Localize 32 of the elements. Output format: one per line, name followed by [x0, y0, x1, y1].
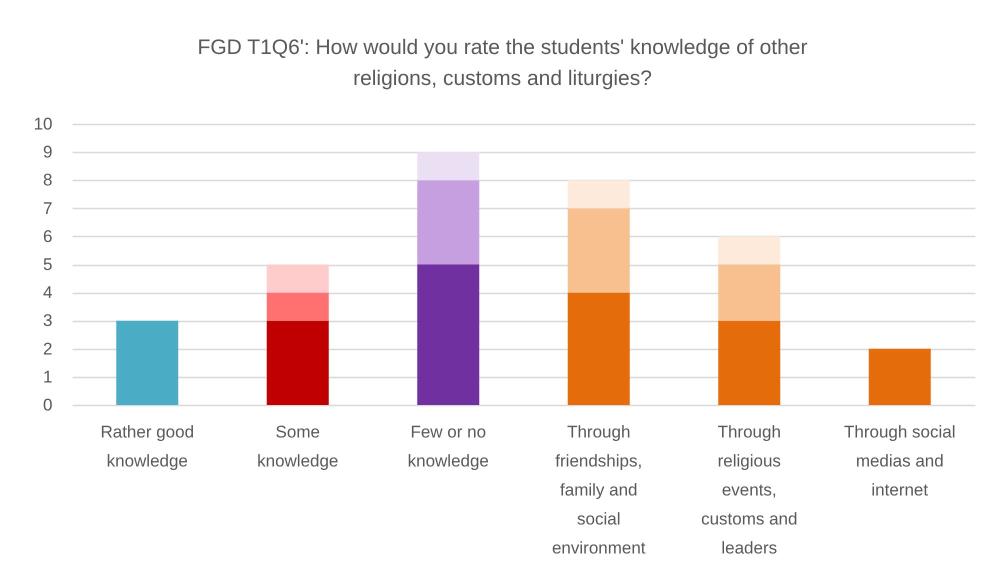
bar	[568, 180, 630, 208]
x-tick-label: Rather good knowledge	[100, 422, 194, 470]
bar	[568, 292, 630, 405]
y-tick-label: 9	[43, 142, 52, 162]
bar	[718, 320, 780, 405]
bar	[868, 348, 931, 405]
chart-title: FGD T1Q6': How would you rate the students' knowledge of other religions, customs and liturgies?	[198, 36, 808, 90]
bar	[718, 236, 780, 264]
y-tick-label: 6	[43, 226, 52, 246]
bar	[568, 208, 630, 293]
bar	[266, 292, 329, 321]
y-tick-label: 2	[43, 339, 52, 358]
bar	[417, 264, 480, 405]
y-tick-label: 0	[43, 396, 52, 414]
y-tick-label: 1	[43, 367, 52, 386]
y-tick-label: 8	[43, 170, 52, 190]
bar	[116, 320, 178, 405]
y-tick-label: 3	[43, 311, 52, 330]
x-tick-label: Through religious events, customs and leaders	[701, 422, 798, 558]
bar	[266, 320, 329, 405]
y-tick-label: 10	[34, 114, 52, 134]
bar	[417, 152, 480, 180]
bar	[718, 264, 780, 321]
bar	[417, 180, 480, 264]
x-tick-label: Few or no knowledge	[408, 422, 489, 470]
y-tick-label: 5	[43, 255, 52, 274]
y-tick-label: 4	[43, 283, 52, 302]
x-tick-label: Some knowledge	[257, 422, 338, 470]
x-tick-label: Through friendships, family and social environment	[552, 422, 646, 558]
y-tick-label: 7	[43, 198, 52, 218]
x-tick-label: Through social medias and internet	[844, 422, 956, 500]
bar	[266, 264, 329, 293]
